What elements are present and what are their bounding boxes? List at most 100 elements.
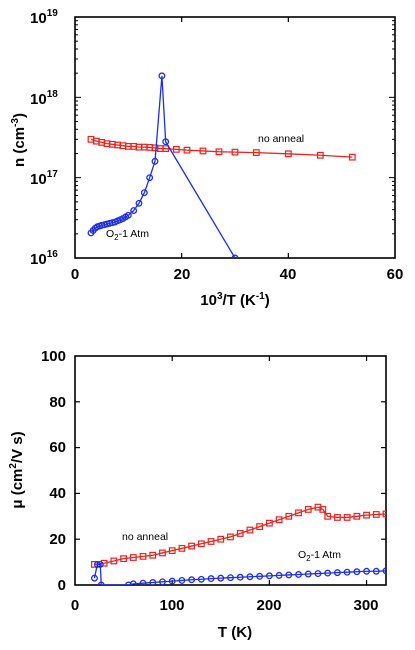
bottom-y-axis-label: μ (cm2/V s) (8, 431, 26, 508)
bottom-data-point (197, 540, 205, 548)
top-data-point (215, 148, 223, 156)
top-data-point (135, 199, 143, 207)
bottom-data-point (159, 578, 166, 585)
carrier-density-chart: 1019 1018 1017 1016 0 20 40 60 n (cm-3) … (10, 8, 403, 309)
bottom-data-point (256, 523, 264, 531)
bottom-data-point (168, 577, 176, 585)
bottom-data-point (149, 551, 157, 559)
bottom-ytick-label: 80 (49, 394, 66, 411)
top-y-axis-label: n (cm-3) (10, 113, 28, 167)
bottom-xtick-label: 100 (159, 597, 184, 614)
bottom-data-point (343, 568, 351, 576)
bottom-data-point (125, 581, 132, 585)
top-xtick-label: 0 (71, 266, 79, 283)
bottom-data-point (256, 572, 264, 580)
bottom-data-point (319, 506, 327, 513)
bottom-xtick-label: 0 (71, 597, 79, 614)
bottom-series-line (93, 563, 386, 585)
bottom-data-point (207, 575, 215, 583)
bottom-data-point (314, 570, 322, 577)
bottom-series (91, 503, 386, 568)
bottom-series-line (94, 506, 386, 566)
bottom-data-point (129, 554, 137, 561)
bottom-data-point (90, 574, 98, 582)
bottom-data-point (227, 533, 234, 541)
bottom-data-point (372, 567, 380, 575)
bottom-data-point (207, 538, 215, 545)
top-series (87, 72, 239, 258)
bottom-data-point (97, 581, 105, 585)
top-x-axis-label: 103/T (K-1) (200, 291, 269, 309)
top-data-point (252, 149, 260, 157)
bottom-data-point (372, 511, 380, 518)
bottom-data-point (178, 576, 186, 584)
bottom-ytick-label: 40 (49, 485, 66, 502)
top-data-point (130, 207, 138, 214)
bottom-data-point (120, 555, 127, 563)
bottom-data-point (285, 571, 293, 579)
bottom-data-point (382, 510, 386, 518)
bottom-data-point (265, 572, 273, 580)
bottom-data-point (353, 568, 361, 576)
top-annotation-no-anneal: no anneal (258, 133, 304, 145)
bottom-data-point (159, 549, 166, 557)
top-data-point (146, 174, 154, 182)
top-series (87, 135, 356, 161)
bottom-data-point (363, 567, 371, 575)
top-ytick-label: 1017 (30, 169, 58, 188)
bottom-data-point (324, 512, 332, 520)
bottom-annotation-o2: O2-1 Atm (298, 549, 341, 563)
bottom-data-point (129, 580, 137, 585)
bottom-data-point (275, 516, 283, 524)
bottom-ytick-label: 60 (49, 439, 66, 456)
top-ytick-label: 1018 (30, 89, 58, 108)
bottom-data-point (178, 544, 186, 552)
bottom-data-point (333, 569, 341, 577)
bottom-data-point (217, 574, 225, 582)
bottom-xtick-label: 300 (353, 597, 378, 614)
bottom-data-point (304, 506, 312, 513)
bottom-data-point (382, 567, 386, 575)
bottom-xtick-label: 200 (256, 597, 281, 614)
bottom-data-point (246, 573, 254, 581)
bottom-data-point (139, 579, 147, 585)
bottom-data-point (227, 574, 234, 582)
top-axis-ticks (75, 17, 395, 258)
bottom-data-point (353, 512, 361, 520)
top-data-point (158, 72, 166, 80)
top-xtick-label: 20 (174, 266, 191, 283)
bottom-data-point (188, 542, 196, 550)
bottom-axis-ticks (75, 356, 386, 585)
bottom-data-point (334, 514, 341, 521)
top-annotation-o2: O2-1 Atm (106, 228, 149, 242)
top-xtick-label: 60 (387, 266, 404, 283)
top-ytick-label: 1019 (30, 8, 58, 27)
bottom-ytick-label: 0 (58, 577, 66, 594)
bottom-data-point (197, 575, 205, 583)
bottom-data-point (246, 526, 254, 534)
top-data-point (284, 150, 292, 158)
bottom-data-point (217, 535, 225, 543)
bottom-data-point (265, 519, 273, 527)
bottom-data-point (295, 509, 302, 517)
bottom-data-point (188, 576, 196, 584)
bottom-data-point (139, 552, 147, 560)
bottom-data-point (236, 573, 244, 581)
top-ytick-label: 1016 (30, 249, 58, 268)
bottom-data-point (275, 571, 283, 579)
top-data-point (316, 151, 324, 159)
bottom-data-point (93, 560, 101, 568)
bottom-x-axis-label: T (K) (218, 624, 252, 641)
bottom-data-point (343, 514, 351, 521)
bottom-data-point (304, 570, 312, 578)
top-data-point (199, 147, 207, 155)
top-data-point (124, 211, 132, 219)
mobility-chart: 0 20 40 60 80 100 0 100 200 300 μ (cm2/V… (8, 348, 387, 641)
bottom-data-point (100, 559, 108, 567)
bottom-annotation-no-anneal: no anneal (122, 531, 168, 543)
bottom-series-group (90, 503, 386, 585)
top-data-point (348, 153, 356, 161)
bottom-data-point (110, 557, 118, 565)
top-data-point (231, 254, 239, 258)
